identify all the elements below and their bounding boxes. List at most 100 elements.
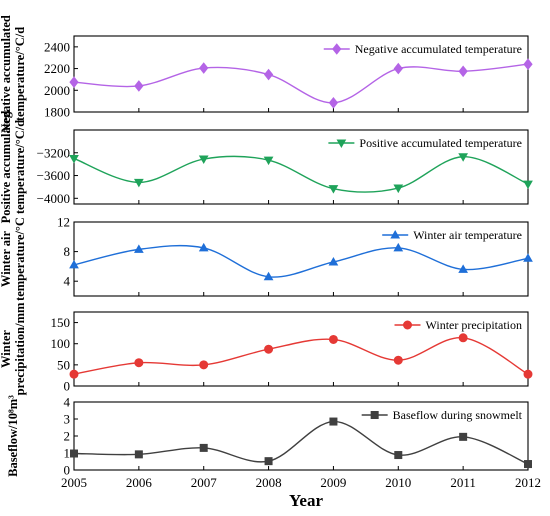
data-point [459, 432, 468, 441]
data-point [328, 96, 339, 109]
panel-frame [73, 35, 529, 113]
legend-marker [390, 229, 401, 239]
panel-3: 4 8 12 Winter air temperature/°C Winter air t… [0, 215, 533, 301]
data-point [328, 185, 339, 194]
data-point [263, 68, 274, 81]
panel-frame [73, 129, 529, 205]
data-point [133, 244, 144, 253]
data-point [393, 184, 404, 194]
data-point [69, 76, 79, 88]
data-point [393, 242, 404, 252]
data-point [458, 65, 468, 78]
y-tick-label: −3600 [37, 168, 70, 183]
x-tick-label: 2007 [191, 475, 218, 490]
y-tick-label: −3200 [37, 145, 70, 160]
legend: Baseflow during snowmelt [361, 408, 523, 422]
data-point [329, 417, 338, 426]
data-point [328, 256, 339, 266]
y-tick-label: 50 [57, 357, 70, 372]
data-point [458, 153, 469, 162]
legend-label: Winter air temperature [413, 228, 522, 242]
data-point [69, 154, 79, 164]
legend-label: Negative accumulated temperature [355, 42, 522, 56]
x-tick-label: 2005 [61, 475, 87, 490]
legend-label: Baseflow during snowmelt [393, 408, 523, 422]
y-tick-label: 2000 [44, 83, 70, 98]
x-tick-label: 2011 [450, 475, 476, 490]
data-point [133, 178, 144, 188]
y-axis-label: Negative accumulated [0, 15, 13, 133]
data-point [393, 355, 403, 365]
data-point [199, 443, 208, 452]
data-point [134, 450, 143, 459]
panel-frame [73, 311, 529, 387]
y-axis-label: temperature/°C [13, 217, 27, 301]
x-axis-label: Year [289, 491, 323, 510]
data-point [263, 156, 274, 166]
y-tick-label: 0 [64, 379, 71, 394]
panel-2: −4000 −3600 −3200 Positive accumulated tempe… [0, 111, 533, 224]
data-point [69, 369, 79, 379]
data-point [524, 460, 532, 469]
data-point [69, 259, 79, 269]
y-axis-label: Winter air [0, 230, 13, 287]
y-tick-label: 4 [64, 274, 71, 289]
data-point [199, 62, 209, 74]
series-line [74, 244, 528, 278]
y-tick-label: 2200 [44, 61, 70, 76]
panel-1: 1800 2000 2200 2400 Negative accumulated temp… [0, 15, 533, 133]
y-axis-label: precipitation/mm [13, 302, 27, 395]
data-point [198, 155, 209, 165]
legend: Positive accumulated temperature [328, 136, 522, 150]
data-point [199, 360, 209, 370]
series-line [74, 155, 528, 193]
data-point [134, 358, 144, 368]
data-point [264, 457, 273, 466]
legend-marker [370, 411, 379, 419]
y-tick-label: 2 [64, 429, 71, 444]
y-tick-label: 12 [57, 215, 70, 230]
legend-label: Positive accumulated temperature [359, 136, 522, 150]
data-point [523, 253, 533, 262]
data-point [198, 242, 209, 252]
legend-marker [403, 320, 413, 330]
legend: Negative accumulated temperature [323, 42, 522, 56]
data-point [458, 333, 468, 343]
y-tick-label: −4000 [37, 191, 70, 206]
data-point [134, 80, 144, 92]
x-tick-label: 2010 [385, 475, 411, 490]
data-point [264, 344, 274, 354]
data-point [523, 180, 533, 190]
legend-marker [336, 139, 347, 149]
data-point [263, 271, 274, 281]
y-axis-label: Baseflow/10⁸m³ [6, 395, 20, 477]
x-tick-label: 2006 [126, 475, 153, 490]
y-axis-label: Winter [0, 330, 13, 368]
y-tick-label: 100 [51, 336, 71, 351]
data-point [328, 334, 338, 344]
panel-5: 0 1 2 3 4 Baseflow/10⁸m³ Baseflow during snowm… [6, 395, 532, 478]
legend-label: Winter precipitation [426, 318, 522, 332]
y-axis-label: temperature/°C/d [13, 120, 27, 214]
x-tick-label: 2008 [256, 475, 282, 490]
legend-marker [332, 43, 342, 55]
y-tick-label: 3 [64, 412, 71, 427]
x-axis: 2005 2006 2007 2008 2009 2010 2011 2012 [61, 475, 541, 490]
y-tick-label: 4 [64, 395, 71, 410]
y-tick-label: 8 [64, 244, 71, 259]
data-point [393, 62, 403, 75]
y-axis-label: Positive accumulated [0, 111, 13, 224]
x-tick-label: 2009 [320, 475, 346, 490]
legend: Winter precipitation [394, 318, 522, 332]
y-axis-label: temperature/°C/d [13, 27, 27, 121]
y-tick-label: 1 [64, 446, 71, 461]
y-tick-label: 2400 [44, 39, 70, 54]
x-tick-label: 2012 [515, 475, 541, 490]
data-point [394, 451, 403, 460]
data-point [70, 449, 78, 458]
y-tick-label: 1800 [44, 105, 70, 120]
y-tick-label: 0 [64, 463, 71, 478]
panel-4: 0 50 100 150 Winter precipitation/mm Winter pr… [0, 302, 533, 395]
